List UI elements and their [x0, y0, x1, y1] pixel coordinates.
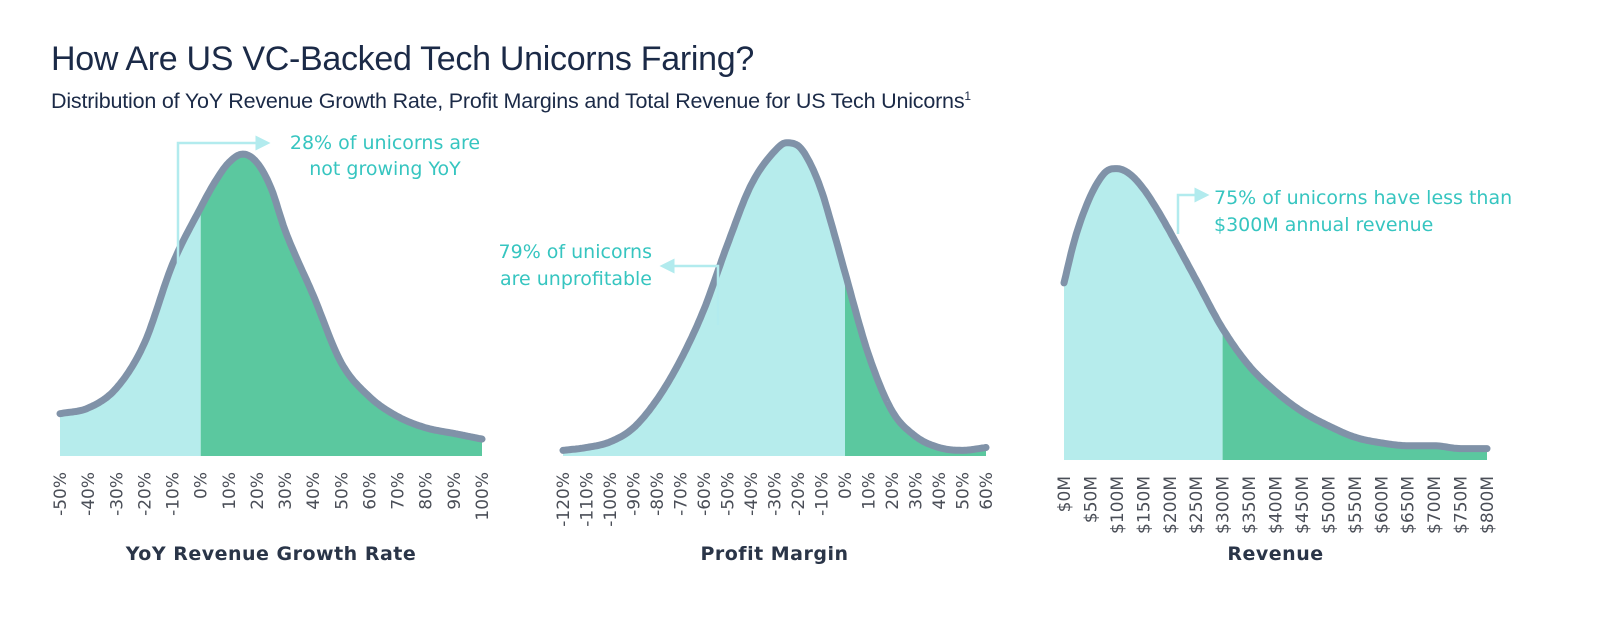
x-tick-label: $100M [1108, 476, 1128, 534]
x-tick-label: 30% [907, 472, 927, 510]
x-tick-label: -40% [742, 472, 762, 516]
x-tick-label: -30% [107, 472, 127, 516]
x-tick-label: $150M [1134, 476, 1154, 534]
annotation-line: not growing YoY [309, 158, 461, 180]
x-tick-label: 90% [445, 472, 465, 510]
x-tick-label: 10% [220, 472, 240, 510]
area-left-region [60, 207, 201, 456]
x-tick-label: $0M [1055, 476, 1075, 512]
x-tick-label: 100% [473, 472, 493, 521]
x-tick-label: 40% [304, 472, 324, 510]
x-tick-label: 30% [276, 472, 296, 510]
x-tick-label: -60% [695, 472, 715, 516]
x-tick-label: 60% [977, 472, 997, 510]
x-tick-label: 80% [417, 472, 437, 510]
x-tick-label: 50% [954, 472, 974, 510]
x-tick-label: 10% [860, 472, 880, 510]
x-tick-labels: $0M $50M $100M $150M $200M $250M $300M $350M $40… [1055, 476, 1498, 534]
x-tick-label: $750M [1452, 476, 1472, 534]
annotation-line: 28% of unicorns are [290, 132, 480, 154]
x-tick-label: $700M [1425, 476, 1445, 534]
x-tick-label: 20% [248, 472, 268, 510]
distribution-curve [56, 150, 486, 443]
distribution-curve [559, 139, 990, 454]
x-tick-label: $450M [1293, 476, 1313, 534]
subtitle-footnote: 1 [964, 88, 971, 103]
x-tick-label: $300M [1214, 476, 1234, 534]
x-tick-label: -50% [719, 472, 739, 516]
x-tick-label: -10% [164, 472, 184, 516]
x-tick-label: $350M [1240, 476, 1260, 534]
x-tick-label: $500M [1319, 476, 1339, 534]
x-tick-label: -80% [648, 472, 668, 516]
chart-title: How Are US VC-Backed Tech Unicorns Farin… [51, 40, 754, 78]
annotation-text: 75% of unicorns have less than $300M annu… [1214, 187, 1512, 236]
x-tick-label: $50M [1081, 476, 1101, 523]
x-tick-label: $800M [1478, 476, 1498, 534]
x-tick-label: 40% [930, 472, 950, 510]
x-tick-label: -10% [813, 472, 833, 516]
area-right-region [1222, 328, 1487, 460]
x-tick-label: 0% [192, 472, 212, 499]
chart-subtitle: Distribution of YoY Revenue Growth Rate,… [51, 89, 971, 114]
x-tick-label: -90% [625, 472, 645, 516]
distribution-curve [1060, 165, 1491, 453]
x-tick-label: -20% [135, 472, 155, 516]
x-tick-label: 50% [332, 472, 352, 510]
chart-2: -120% -110% -100% -90% -80% -70% -60% -50% -40% -… [499, 139, 997, 565]
x-tick-label: 60% [361, 472, 381, 510]
x-tick-label: -110% [578, 472, 598, 527]
chart-3: $0M $50M $100M $150M $200M $250M $300M $350M $40… [1055, 165, 1512, 565]
x-tick-label: -30% [766, 472, 786, 516]
x-tick-labels: -50% -40% -30% -20% -10% 0% 10% 20% 30% 40% 50% 60%… [51, 472, 493, 521]
x-tick-label: $400M [1267, 476, 1287, 534]
annotation-text: 79% of unicorns are unprofitable [499, 241, 652, 290]
annotation-arrow [176, 135, 271, 270]
area-left-region [1064, 168, 1223, 460]
x-tick-label: 20% [883, 472, 903, 510]
x-tick-label: -70% [672, 472, 692, 516]
x-tick-label: -40% [79, 472, 99, 516]
x-tick-label: $200M [1161, 476, 1181, 534]
area-right-region [845, 272, 986, 456]
x-tick-label: -120% [554, 472, 574, 527]
x-tick-label: -100% [601, 472, 621, 527]
chart-1: -50% -40% -30% -20% -10% 0% 10% 20% 30% 40% 50% 60%… [51, 132, 493, 565]
x-axis-title: Profit Margin [700, 543, 848, 565]
annotation-line: $300M annual revenue [1214, 214, 1433, 236]
x-tick-label: 70% [389, 472, 409, 510]
annotation-arrow [1176, 187, 1210, 234]
x-tick-label: -20% [789, 472, 809, 516]
x-tick-label: $250M [1187, 476, 1207, 534]
annotation-arrow [659, 258, 720, 325]
x-tick-labels: -120% -110% -100% -90% -80% -70% -60% -50% -40% -… [554, 472, 997, 527]
x-axis-title: Revenue [1227, 543, 1323, 565]
subtitle-text: Distribution of YoY Revenue Growth Rate,… [51, 89, 965, 113]
x-tick-label: $600M [1372, 476, 1392, 534]
area-right-region [200, 154, 482, 456]
x-tick-label: $550M [1346, 476, 1366, 534]
x-tick-label: 0% [836, 472, 856, 499]
x-tick-label: $650M [1399, 476, 1419, 534]
annotation-line: 79% of unicorns [499, 241, 652, 263]
x-tick-label: -50% [51, 472, 71, 516]
area-left-region [563, 142, 845, 457]
annotation-line: 75% of unicorns have less than [1214, 187, 1512, 209]
annotation-line: are unprofitable [500, 268, 652, 290]
x-axis-title: YoY Revenue Growth Rate [125, 543, 417, 565]
annotation-text: 28% of unicorns are not growing YoY [290, 132, 480, 180]
